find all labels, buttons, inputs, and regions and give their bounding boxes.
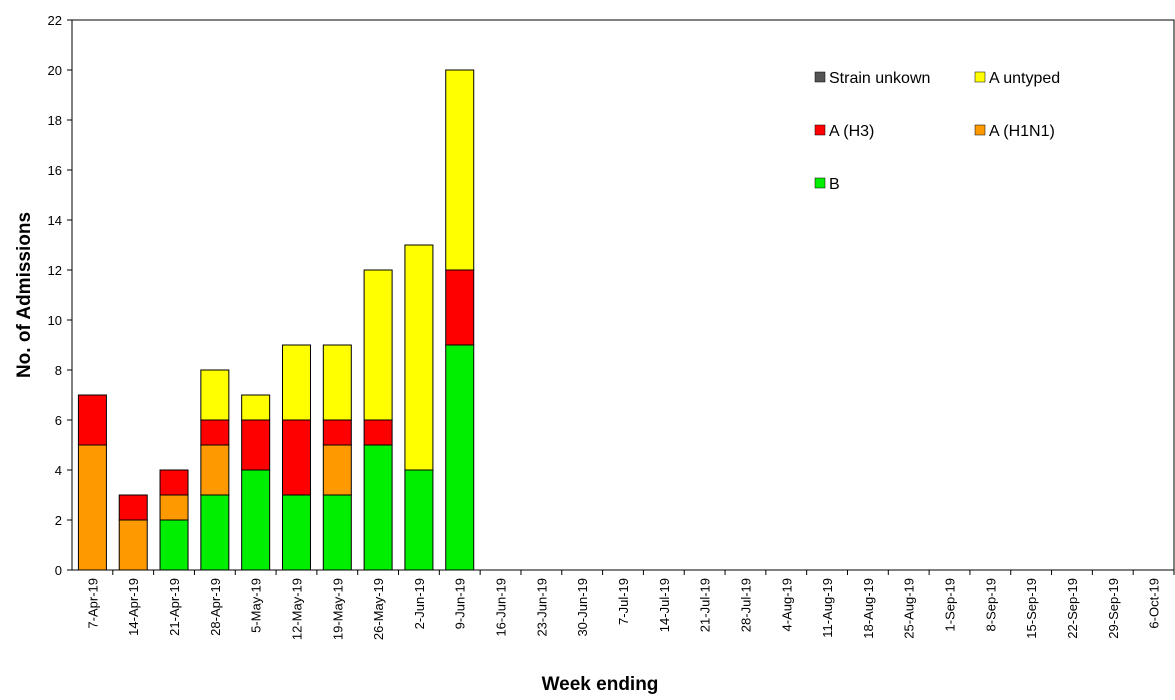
bar-segment	[322, 419, 352, 446]
bar-segment	[404, 244, 434, 471]
legend-label: B	[829, 176, 840, 193]
x-tick-label: 7-Apr-19	[85, 578, 100, 629]
legend-label: A (H1N1)	[989, 123, 1055, 140]
bar-segment	[322, 344, 352, 421]
plot-frame	[71, 19, 1175, 571]
y-tick-label: 8	[55, 363, 62, 378]
bar-segment	[241, 394, 271, 421]
x-tick-label: 29-Sep-19	[1106, 578, 1121, 639]
x-tick-label: 8-Sep-19	[983, 578, 998, 631]
bar-segment	[322, 494, 352, 571]
bar-segment	[118, 519, 148, 571]
legend-swatch	[814, 124, 826, 136]
bar-segment	[118, 494, 148, 521]
bar-segment	[281, 494, 311, 571]
y-tick-label: 20	[48, 63, 62, 78]
bar-segment	[200, 369, 230, 421]
x-tick-label: 21-Apr-19	[167, 578, 182, 636]
bar-segment	[241, 469, 271, 571]
x-tick-label: 5-May-19	[249, 578, 264, 633]
bar-segment	[77, 444, 107, 571]
bar-segment	[77, 394, 107, 446]
x-tick-label: 9-Jun-19	[453, 578, 468, 629]
y-tick-label: 12	[48, 263, 62, 278]
x-tick-label: 22-Sep-19	[1065, 578, 1080, 639]
bar-segment	[241, 419, 271, 471]
y-tick-label: 16	[48, 163, 62, 178]
x-tick-label: 16-Jun-19	[494, 578, 509, 637]
bar-segment	[322, 444, 352, 496]
bar-segment	[200, 494, 230, 571]
x-tick-label: 28-Jul-19	[738, 578, 753, 632]
x-tick-label: 23-Jun-19	[534, 578, 549, 637]
x-tick-label: 12-May-19	[289, 578, 304, 640]
x-tick-label: 11-Aug-19	[820, 578, 835, 638]
bar-segment	[363, 419, 393, 446]
y-tick-label: 22	[48, 13, 62, 28]
x-tick-label: 7-Jul-19	[616, 578, 631, 625]
legend-label: A (H3)	[829, 123, 874, 140]
x-tick-label: 18-Aug-19	[861, 578, 876, 639]
bar-segment	[159, 519, 189, 571]
legend-swatch	[974, 124, 986, 136]
bar-segment	[445, 269, 475, 346]
y-tick-label: 10	[48, 313, 62, 328]
x-tick-label: 21-Jul-19	[698, 578, 713, 632]
y-tick-label: 4	[55, 463, 62, 478]
x-tick-label: 1-Sep-19	[943, 578, 958, 631]
y-axis-title: No. of Admissions	[14, 212, 35, 378]
legend-swatch	[814, 71, 826, 83]
x-tick-label: 4-Aug-19	[779, 578, 794, 631]
x-tick-label: 14-Apr-19	[126, 578, 141, 636]
x-tick-label: 30-Jun-19	[575, 578, 590, 637]
bar-segment	[445, 69, 475, 271]
bar-segment	[200, 444, 230, 496]
bar-segment	[200, 419, 230, 446]
y-tick-label: 0	[55, 563, 62, 578]
y-tick-label: 14	[48, 213, 62, 228]
bar-segment	[281, 419, 311, 496]
y-tick-label: 18	[48, 113, 62, 128]
bar-segment	[281, 344, 311, 421]
y-tick-label: 6	[55, 413, 62, 428]
bar-segment	[404, 469, 434, 571]
bar-segment	[159, 494, 189, 521]
x-tick-label: 25-Aug-19	[902, 578, 917, 639]
x-tick-label: 26-May-19	[371, 578, 386, 640]
y-tick-label: 2	[55, 513, 62, 528]
legend-label: A untyped	[989, 70, 1060, 87]
bar-segment	[445, 344, 475, 571]
legend-label: Strain unkown	[829, 70, 930, 87]
x-tick-label: 6-Oct-19	[1147, 578, 1162, 629]
legend-swatch	[814, 177, 826, 189]
x-tick-label: 19-May-19	[330, 578, 345, 640]
bar-segment	[159, 469, 189, 496]
x-tick-label: 28-Apr-19	[208, 578, 223, 636]
x-tick-label: 15-Sep-19	[1024, 578, 1039, 639]
legend-swatch	[974, 71, 986, 83]
bar-segment	[363, 444, 393, 571]
x-tick-label: 2-Jun-19	[412, 578, 427, 629]
x-tick-label: 14-Jul-19	[657, 578, 672, 632]
bar-segment	[363, 269, 393, 421]
x-axis-title: Week ending	[542, 674, 659, 695]
